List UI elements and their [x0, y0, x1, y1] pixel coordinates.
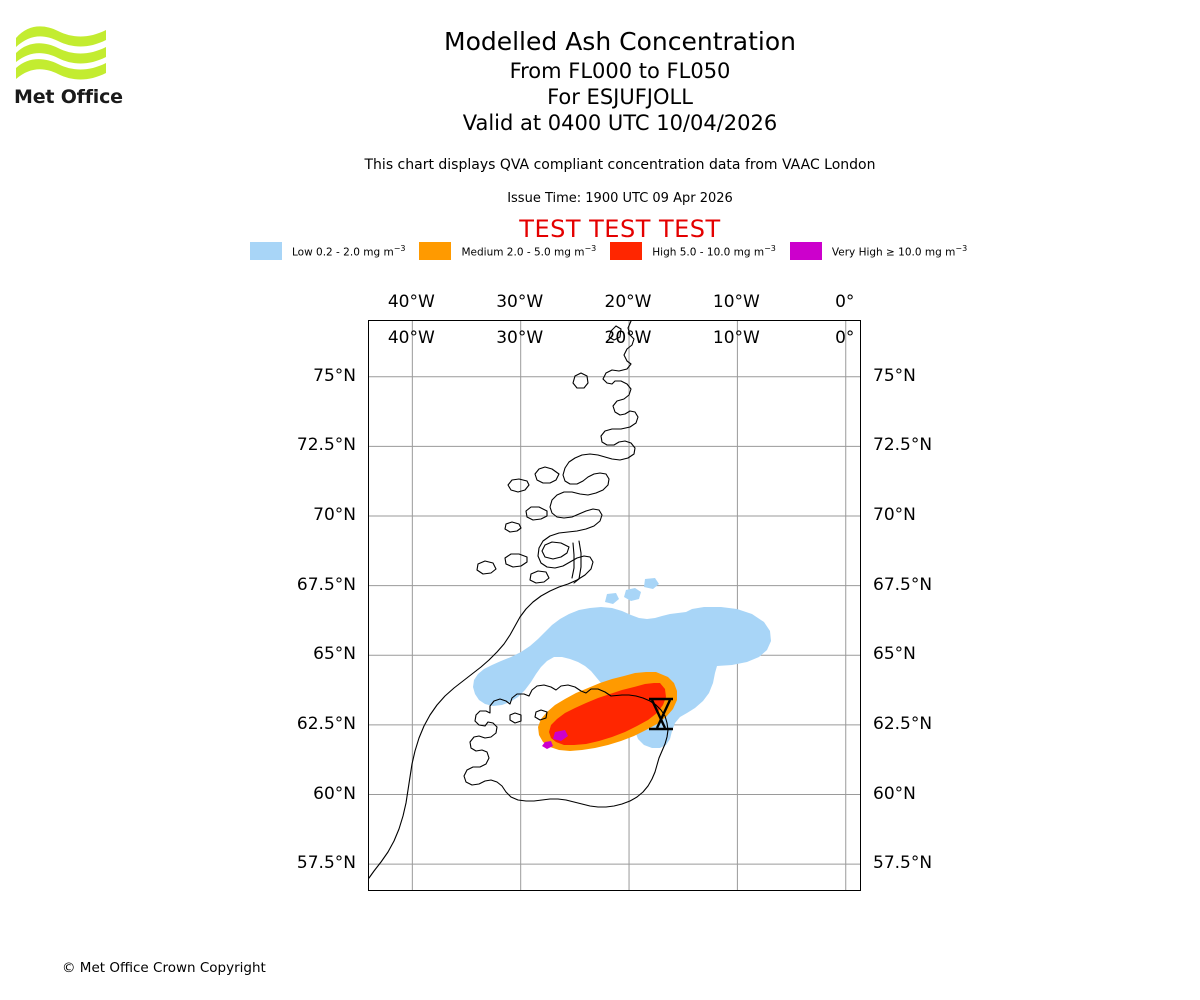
lon-tick-bottom-1: 30°W: [496, 328, 544, 348]
map-frame: [368, 320, 861, 891]
flight-level-line: From FL000 to FL050: [509, 59, 731, 83]
ash-contour-very-high: [542, 730, 568, 749]
test-banner: TEST TEST TEST: [519, 215, 721, 243]
lat-tick-left-1: 72.5°N: [296, 435, 356, 456]
legend-label-high: High 5.0 - 10.0 mg m−3: [652, 243, 776, 259]
lon-tick-top-4: 0°: [835, 292, 855, 312]
concentration-legend: Low 0.2 - 2.0 mg m−3 Medium 2.0 - 5.0 mg…: [250, 241, 995, 261]
lat-tick-right-3: 67.5°N: [873, 574, 933, 595]
lat-tick-right-0: 75°N: [873, 365, 916, 386]
lat-tick-right-7: 57.5°N: [873, 853, 933, 874]
iceland-fjord-1: [534, 709, 548, 721]
legend-label-very-high: Very High ≥ 10.0 mg m−3: [831, 243, 968, 259]
greenland-coastline: [369, 321, 639, 879]
map-plot: 40°W 40°W 30°W 30°W 20°W 20°W 10°W 10°W 0° 0° 75°N…: [297, 292, 932, 891]
lon-tick-top-0: 40°W: [387, 292, 435, 312]
lat-tick-right-6: 60°N: [873, 783, 916, 804]
greenland-fjord-4: [504, 521, 522, 533]
iceland-coastline: [463, 684, 669, 808]
map-canvas: [369, 321, 860, 890]
page-title: Modelled Ash Concentration: [444, 27, 796, 56]
lon-tick-top-3: 10°W: [712, 292, 760, 312]
legend-label-low: Low 0.2 - 2.0 mg m−3: [292, 243, 406, 259]
lat-tick-left-6: 60°N: [313, 783, 356, 804]
greenland-fjord-2: [507, 478, 530, 493]
lat-tick-left-2: 70°N: [313, 504, 356, 525]
greenland-fjord-1: [534, 466, 560, 484]
greenland-island-1: [572, 372, 589, 389]
legend-item-high: High 5.0 - 10.0 mg m−3: [610, 242, 776, 260]
issue-time: Issue Time: 1900 UTC 09 Apr 2026: [507, 191, 733, 206]
lat-tick-right-5: 62.5°N: [873, 713, 933, 734]
greenland-fjord-10: [571, 542, 575, 579]
lon-tick-top-1: 30°W: [496, 292, 544, 312]
legend-item-low: Low 0.2 - 2.0 mg m−3: [250, 242, 405, 260]
lon-tick-bottom-0: 40°W: [387, 328, 435, 348]
logo-wordmark: Met Office: [14, 86, 123, 108]
lat-tick-right-4: 65°N: [873, 644, 916, 665]
lon-tick-bottom-3: 10°W: [712, 328, 760, 348]
lon-tick-bottom-2: 20°W: [604, 328, 652, 348]
greenland-fjord-7: [476, 560, 497, 575]
lat-tick-left-4: 65°N: [313, 644, 356, 665]
legend-swatch-high: [610, 242, 643, 260]
legend-label-medium: Medium 2.0 - 5.0 mg m−3: [461, 243, 597, 259]
legend-swatch-very-high: [789, 242, 822, 260]
lat-tick-left-5: 62.5°N: [296, 713, 356, 734]
lon-tick-top-2: 20°W: [604, 292, 652, 312]
ash-contour-high: [549, 683, 666, 745]
met-office-logo: Met Office: [14, 22, 134, 117]
iceland-fjord-2: [509, 712, 522, 724]
greenland-island-2: [608, 325, 622, 341]
valid-time-line: Valid at 0400 UTC 10/04/2026: [462, 111, 778, 135]
greenland-fjord-3: [525, 506, 548, 521]
greenland-fjord-5: [541, 541, 570, 560]
lon-tick-bottom-4: 0°: [835, 328, 855, 348]
greenland-fjord-9: [573, 540, 582, 584]
greenland-fjord-8: [529, 570, 550, 584]
lat-tick-right-2: 70°N: [873, 504, 916, 525]
met-office-wave-logo: [16, 26, 106, 80]
legend-item-very-high: Very High ≥ 10.0 mg m−3: [789, 242, 968, 260]
lat-tick-right-1: 72.5°N: [873, 435, 933, 456]
legend-swatch-low: [250, 242, 282, 260]
legend-swatch-medium: [419, 242, 452, 260]
graticule-grid: [369, 321, 860, 890]
coastlines: [369, 321, 669, 879]
legend-item-medium: Medium 2.0 - 5.0 mg m−3: [419, 242, 596, 260]
qva-note: This chart displays QVA compliant concen…: [364, 157, 876, 173]
chart-header: Modelled Ash Concentration From FL000 to…: [200, 26, 1040, 136]
lat-tick-left-7: 57.5°N: [296, 853, 356, 874]
lat-tick-left-0: 75°N: [313, 365, 356, 386]
greenland-fjord-6: [504, 553, 528, 568]
lat-tick-left-3: 67.5°N: [296, 574, 356, 595]
volcano-name-line: For ESJUFJOLL: [547, 85, 693, 109]
volcano-marker-esjufjoll: [649, 697, 673, 731]
copyright-footer: © Met Office Crown Copyright: [62, 960, 266, 976]
